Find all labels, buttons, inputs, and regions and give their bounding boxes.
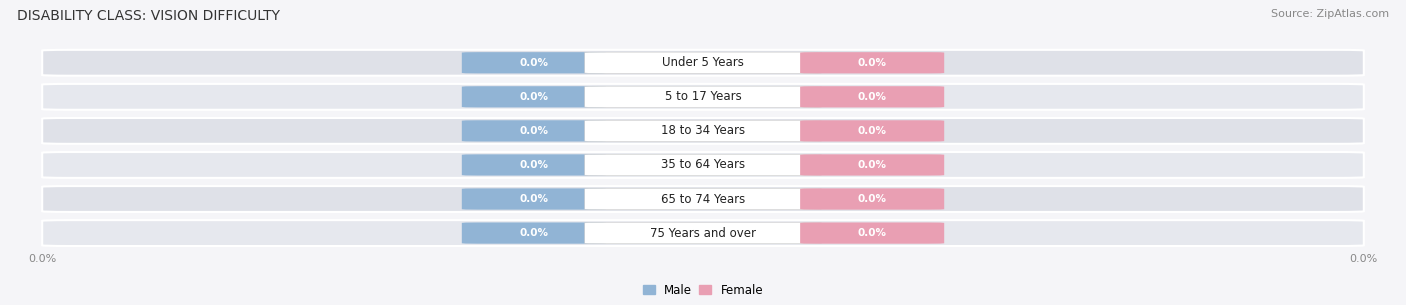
Text: 5 to 17 Years: 5 to 17 Years <box>665 90 741 103</box>
FancyBboxPatch shape <box>42 186 1364 212</box>
FancyBboxPatch shape <box>461 52 606 74</box>
FancyBboxPatch shape <box>461 222 606 244</box>
FancyBboxPatch shape <box>800 86 945 107</box>
Text: 0.0%: 0.0% <box>519 228 548 238</box>
Text: 75 Years and over: 75 Years and over <box>650 227 756 239</box>
Text: 0.0%: 0.0% <box>858 58 887 68</box>
FancyBboxPatch shape <box>461 120 606 142</box>
Text: 0.0%: 0.0% <box>858 126 887 136</box>
FancyBboxPatch shape <box>585 86 821 107</box>
Text: 0.0%: 0.0% <box>858 160 887 170</box>
Text: 0.0%: 0.0% <box>858 194 887 204</box>
FancyBboxPatch shape <box>42 220 1364 246</box>
FancyBboxPatch shape <box>461 86 606 107</box>
FancyBboxPatch shape <box>42 118 1364 144</box>
Text: 0.0%: 0.0% <box>519 160 548 170</box>
Text: 0.0%: 0.0% <box>519 126 548 136</box>
Text: 0.0%: 0.0% <box>519 92 548 102</box>
FancyBboxPatch shape <box>461 154 606 176</box>
FancyBboxPatch shape <box>800 120 945 142</box>
FancyBboxPatch shape <box>585 154 821 176</box>
Text: 0.0%: 0.0% <box>519 58 548 68</box>
Text: 0.0%: 0.0% <box>858 228 887 238</box>
FancyBboxPatch shape <box>42 50 1364 76</box>
Text: 0.0%: 0.0% <box>519 194 548 204</box>
FancyBboxPatch shape <box>800 52 945 74</box>
Text: 0.0%: 0.0% <box>858 92 887 102</box>
FancyBboxPatch shape <box>42 84 1364 110</box>
Text: 18 to 34 Years: 18 to 34 Years <box>661 124 745 137</box>
Legend: Male, Female: Male, Female <box>638 279 768 301</box>
Text: Under 5 Years: Under 5 Years <box>662 56 744 69</box>
Text: 35 to 64 Years: 35 to 64 Years <box>661 159 745 171</box>
FancyBboxPatch shape <box>585 188 821 210</box>
Text: 65 to 74 Years: 65 to 74 Years <box>661 192 745 206</box>
FancyBboxPatch shape <box>800 154 945 176</box>
FancyBboxPatch shape <box>461 188 606 210</box>
FancyBboxPatch shape <box>585 120 821 142</box>
FancyBboxPatch shape <box>585 52 821 74</box>
Text: DISABILITY CLASS: VISION DIFFICULTY: DISABILITY CLASS: VISION DIFFICULTY <box>17 9 280 23</box>
FancyBboxPatch shape <box>800 222 945 244</box>
FancyBboxPatch shape <box>585 222 821 244</box>
Text: Source: ZipAtlas.com: Source: ZipAtlas.com <box>1271 9 1389 19</box>
FancyBboxPatch shape <box>42 152 1364 178</box>
FancyBboxPatch shape <box>800 188 945 210</box>
